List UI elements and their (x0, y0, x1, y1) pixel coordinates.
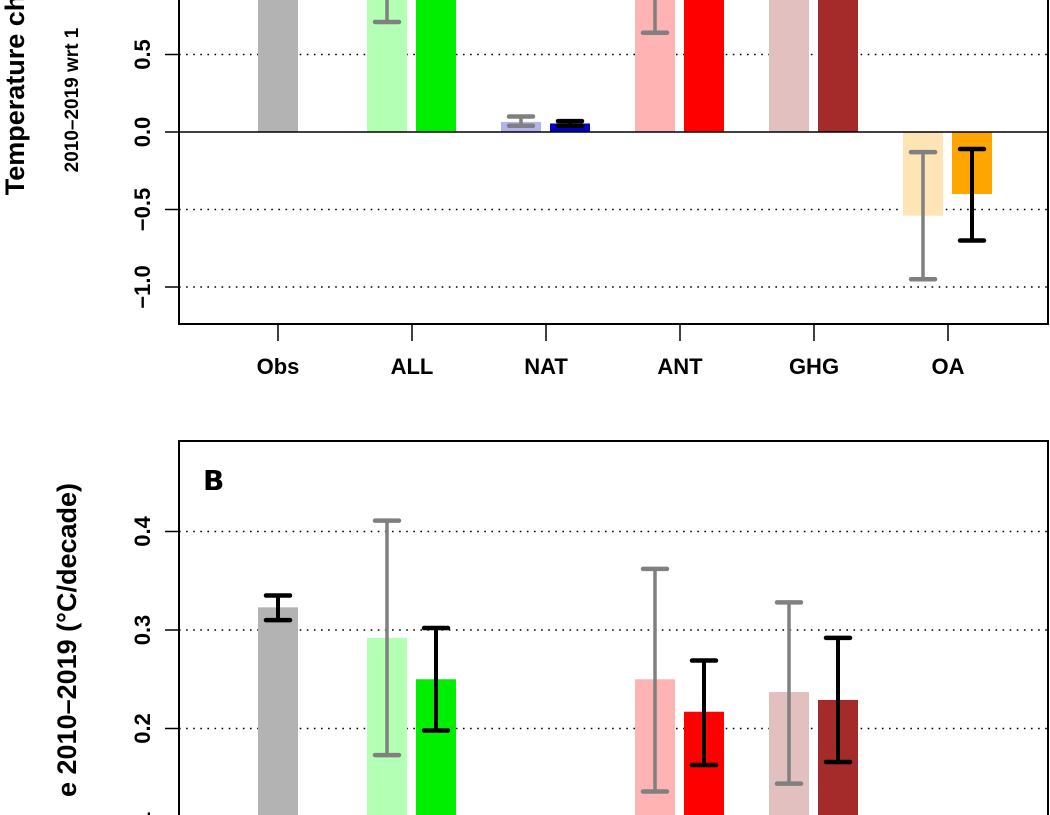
y-tick-label: −0.5 (130, 188, 155, 231)
y-tick-label: 0.3 (130, 615, 155, 646)
y-axis-label: e 2010–2019 (°C/decade) (52, 483, 82, 797)
x-tick-label: ANT (657, 354, 703, 379)
y-tick-label: 0.2 (130, 713, 155, 744)
panel-a: −1.0 −0.5 0.5 0.0 Obs ALL NAT ANT GHG OA Temperatu… (0, 0, 1049, 379)
plot-frame (178, 0, 1049, 325)
y-tick-label: 0.1 (130, 812, 155, 815)
bar-obs-Obs (258, 0, 298, 132)
y-tick-label: 0.0 (130, 117, 155, 148)
plot-frame (178, 440, 1049, 815)
bar-ghg-models-light (769, 0, 809, 132)
x-tick-label: OA (932, 354, 965, 379)
bar-ant-models-dark (684, 0, 724, 132)
y-tick-label: 0.4 (130, 515, 155, 546)
y-axis-label: Temperature ch (0, 0, 30, 195)
x-tick-label: ALL (391, 354, 434, 379)
y-axis-sublabel: 2010–2019 wrt 1 (62, 27, 83, 172)
bar-ghg-models-dark (818, 0, 858, 132)
x-tick-label: GHG (789, 354, 839, 379)
bar-obs-Obs (258, 607, 298, 815)
x-tick-label: Obs (257, 354, 300, 379)
y-tick-label: −1.0 (130, 265, 155, 308)
y-tick-label: 0.5 (130, 39, 155, 70)
bar-all-models-dark (416, 0, 456, 132)
panel-b: 0.1 0.2 0.3 0.4 e 2010–2019 (°C/decade) B (52, 440, 1049, 815)
x-tick-label: NAT (524, 354, 568, 379)
panel-letter: B (203, 464, 224, 497)
